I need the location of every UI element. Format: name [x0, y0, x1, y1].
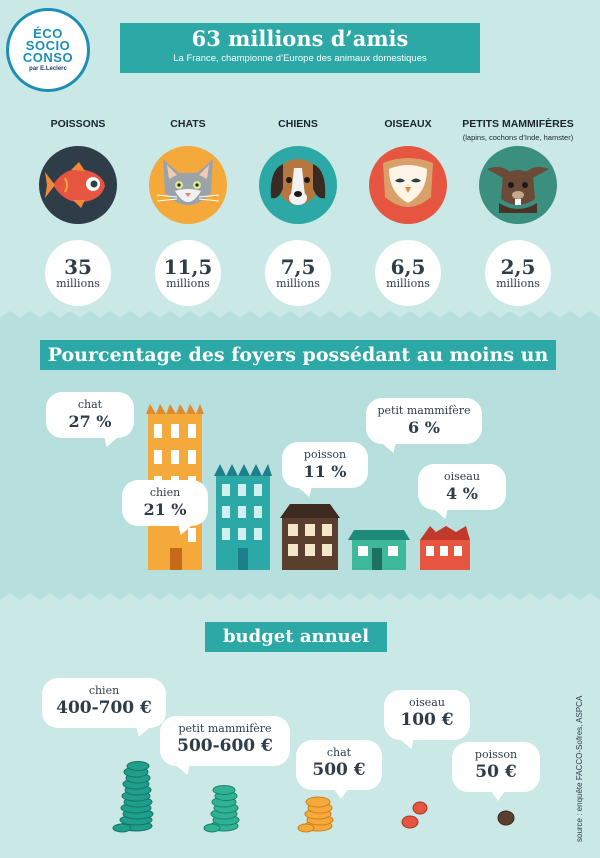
animal-small-mammal: PETITS MAMMIFÈRES (lapins, cochons d’Inde… — [462, 118, 574, 306]
animal-label: CHIENS — [278, 118, 318, 130]
animal-fish: POISSONS 35 millions — [22, 118, 134, 306]
animal-label: PETITS MAMMIFÈRES (lapins, cochons d’Inde… — [462, 118, 574, 142]
budget-heading: budget annuel — [205, 622, 387, 652]
eco-socio-conso-logo: ÉCO SOCIO CONSO par E.Leclerc — [6, 8, 90, 92]
coin-stack-fish — [497, 810, 515, 826]
logo-line: ÉCO — [33, 25, 63, 41]
red-house — [420, 526, 470, 570]
household-bubble-dog: chien 21 % — [122, 480, 208, 526]
green-house — [348, 530, 410, 570]
rabbit-icon — [479, 146, 557, 224]
household-bubble-bird: oiseau 4 % — [418, 464, 506, 510]
logo-line: CONSO — [22, 50, 74, 66]
animal-count: 11,5 millions — [155, 240, 221, 306]
animal-bird: OISEAUX 6,5 millions — [352, 118, 464, 306]
title-ribbon: 63 millions d’amis La France, championne… — [120, 23, 480, 73]
page-subtitle: La France, championne d’Europe des anima… — [173, 53, 427, 64]
coin-stack-small-mammal — [203, 785, 240, 833]
budget-bubble-small-mammal: petit mammifère 500-600 € — [160, 716, 290, 766]
teal-building — [214, 464, 272, 570]
coin-stacks — [112, 761, 515, 833]
animal-count: 7,5 millions — [265, 240, 331, 306]
logo-line: SOCIO — [25, 37, 71, 53]
household-bubble-small-mammal: petit mammifère 6 % — [366, 398, 482, 444]
dog-icon — [259, 146, 337, 224]
cat-icon — [149, 146, 227, 224]
source-note: source : enquête FACCO-Sofres, ASPCA — [575, 695, 584, 842]
animal-count: 35 millions — [45, 240, 111, 306]
animal-label: OISEAUX — [384, 118, 432, 130]
zigzag-divider — [0, 311, 600, 325]
page-title: 63 millions d’amis — [191, 26, 409, 51]
budget-bubble-fish: poisson 50 € — [452, 742, 540, 801]
animal-dog: CHIENS 7,5 millions — [242, 118, 354, 306]
brown-house — [280, 504, 340, 570]
coin-stack-bird — [401, 801, 428, 829]
budget-bubble-bird: oiseau 100 € — [384, 690, 470, 740]
households-heading: Pourcentage des foyers possédant au moin… — [40, 340, 556, 370]
animal-label: POISSONS — [50, 118, 106, 130]
fish-icon — [39, 146, 117, 224]
zigzag-divider — [0, 593, 600, 607]
household-bubble-cat: chat 27 % — [46, 392, 134, 438]
animal-label: CHATS — [170, 118, 206, 130]
animal-count: 2,5 millions — [485, 240, 551, 306]
animal-count: 6,5 millions — [375, 240, 441, 306]
owl-icon — [369, 146, 447, 224]
coin-stack-cat — [297, 796, 334, 833]
household-bubble-fish: poisson 11 % — [282, 442, 368, 488]
logo-by: par E.Leclerc — [29, 65, 67, 72]
coin-stack-dog — [112, 761, 154, 833]
budget-bubble-dog: chien 400-700 € — [42, 678, 166, 728]
budget-bubble-cat: chat 500 € — [296, 740, 382, 799]
animal-cat: CHATS 11,5 millions — [132, 118, 244, 306]
